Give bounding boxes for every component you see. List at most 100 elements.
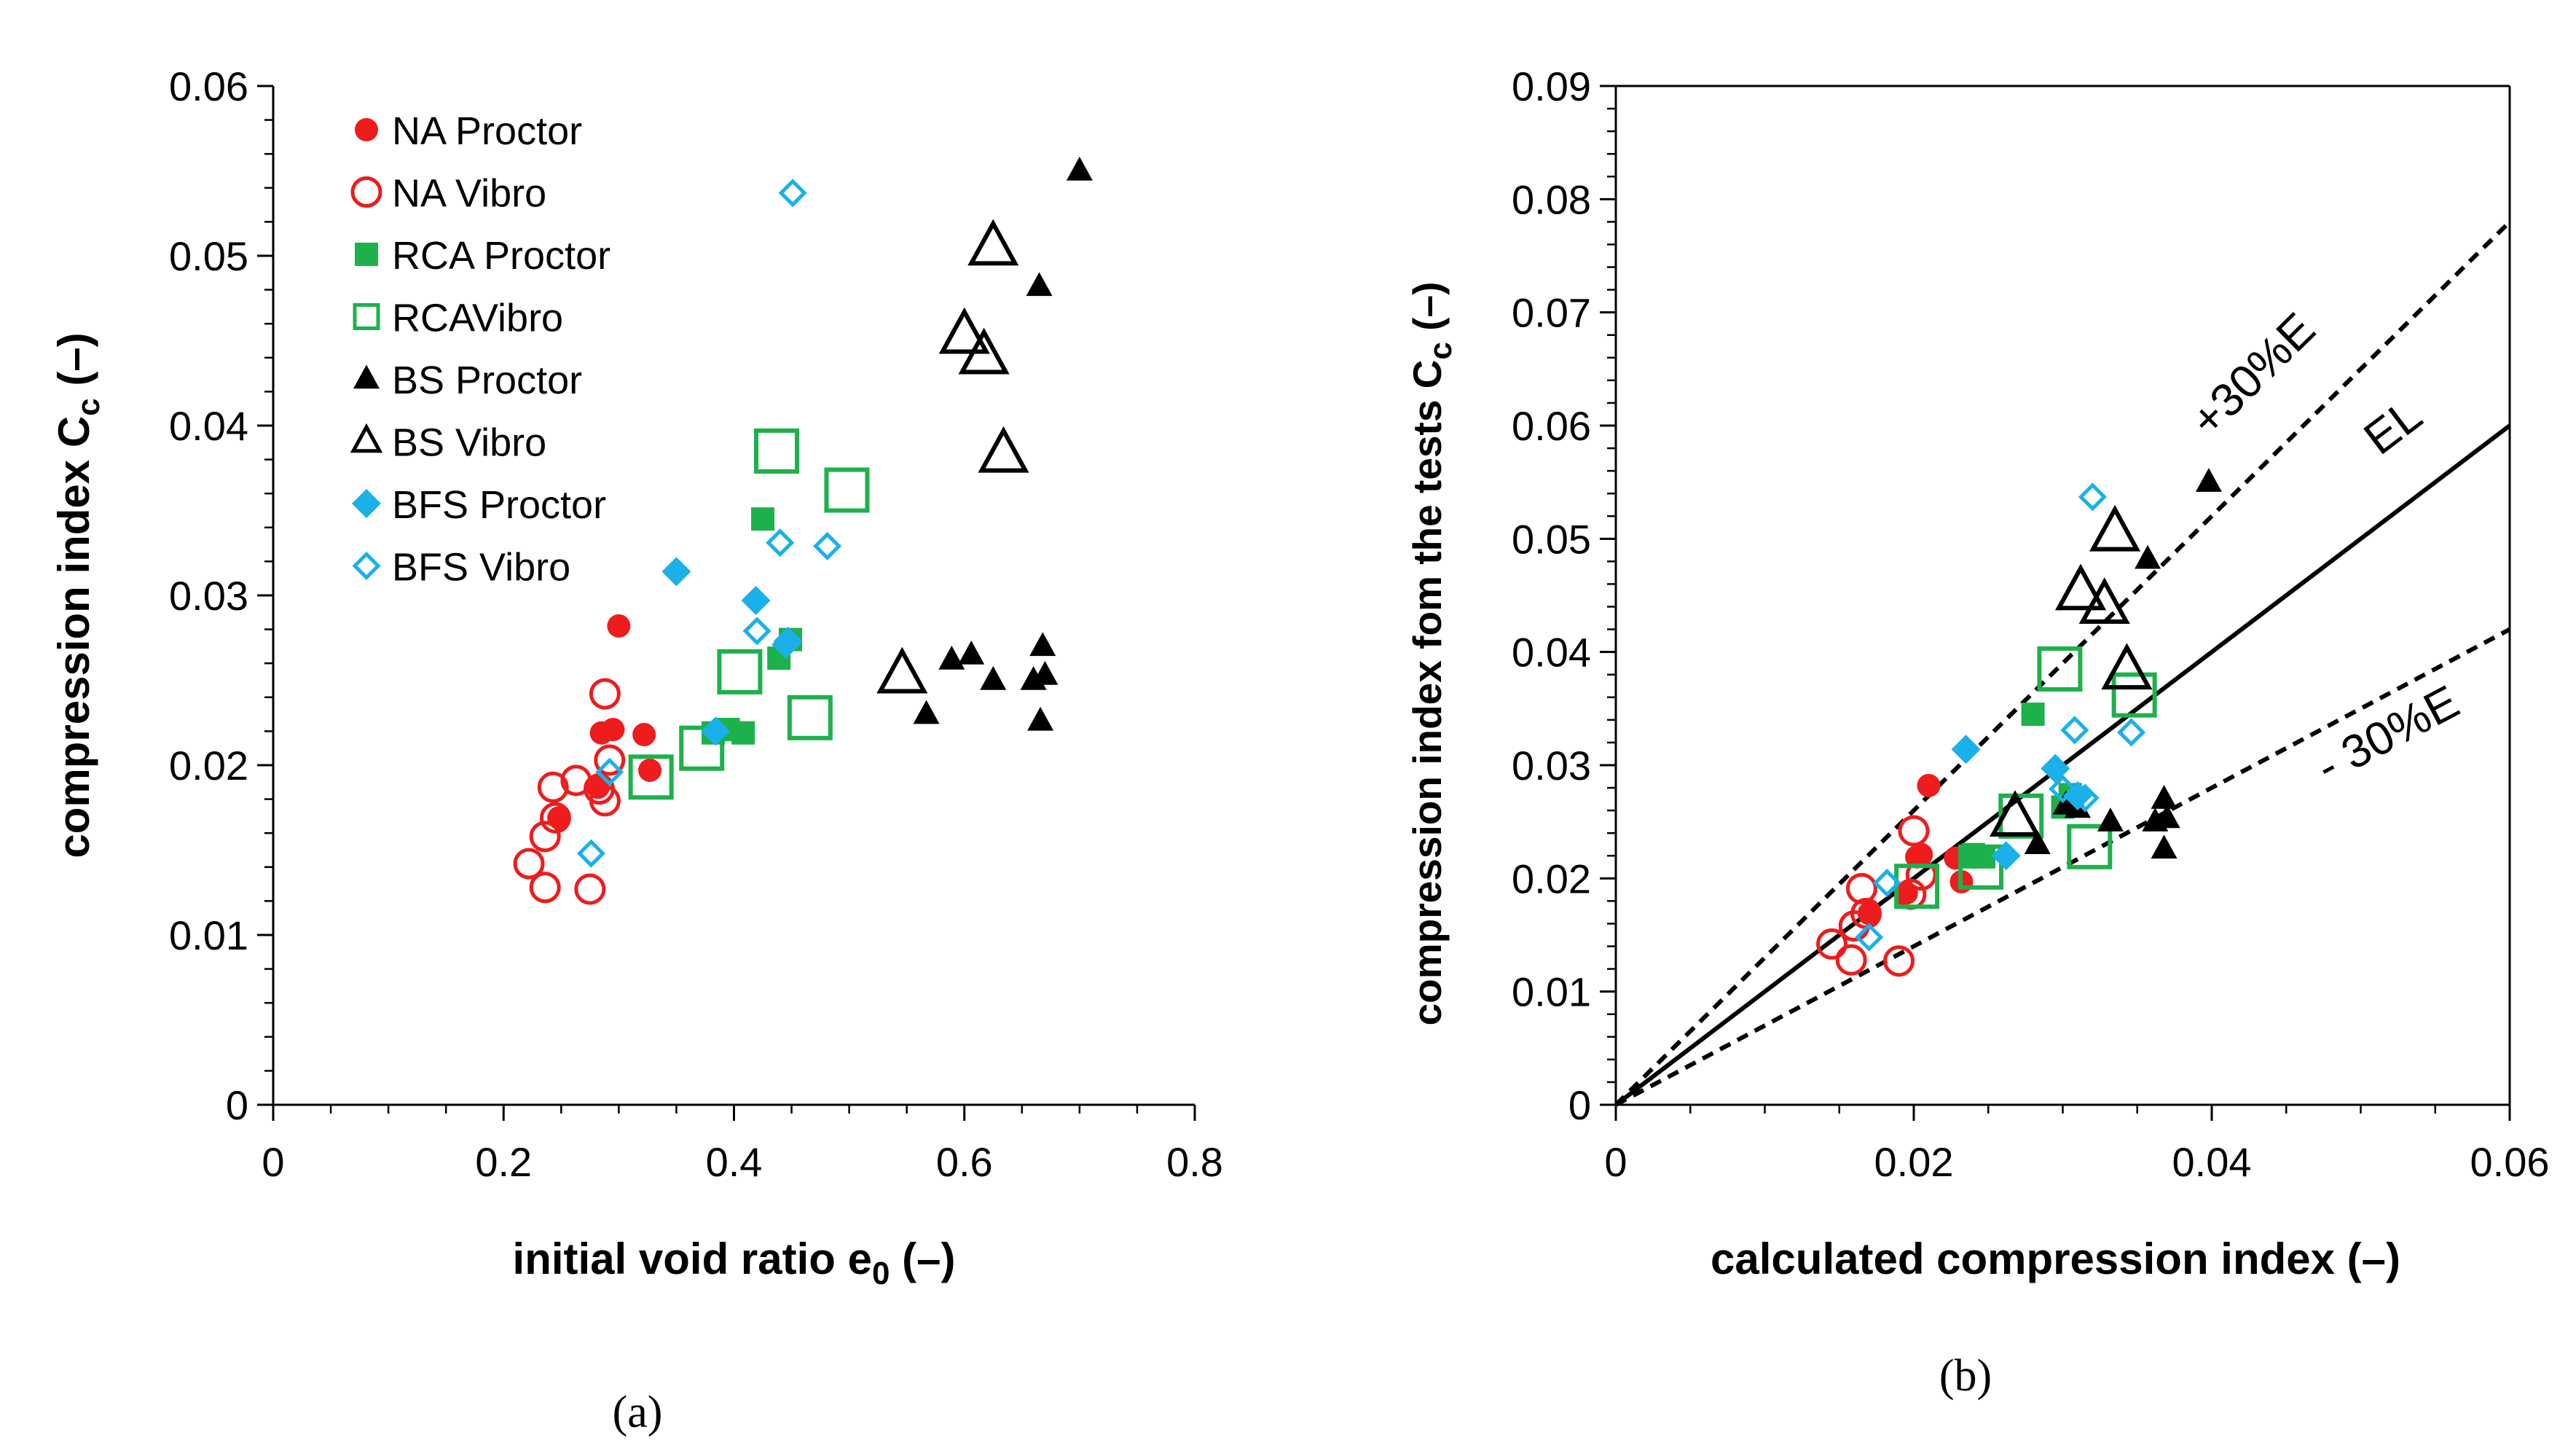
data-point: [876, 646, 928, 694]
data-point: [2195, 468, 2222, 492]
series-bs-vibro: [1989, 504, 2153, 837]
data-point: [778, 179, 807, 208]
series-bfs-proctor: [661, 557, 803, 746]
x-axis-label-text: calculated compression index (–): [1711, 1234, 2400, 1283]
data-point: [967, 219, 1019, 266]
y-tick-label: 0.06: [169, 63, 248, 109]
data-point: [1020, 665, 1047, 690]
data-point: [2037, 646, 2083, 692]
data-point: [1872, 869, 1901, 898]
data-point: [560, 764, 592, 797]
data-point: [1845, 872, 1877, 904]
data-point: [1917, 773, 1941, 797]
x-tick-label: 0.4: [706, 1139, 763, 1185]
data-point: [771, 630, 801, 660]
data-point: [958, 327, 1010, 375]
legend-label: BS Vibro: [392, 421, 546, 465]
data-point: [539, 802, 571, 834]
data-point: [679, 725, 725, 771]
data-point: [751, 507, 775, 531]
series-bfs-vibro: [1855, 482, 2146, 952]
legend-label: BS Proctor: [392, 359, 582, 402]
data-point: [2024, 830, 2051, 854]
data-point: [601, 718, 625, 742]
y-axis-label: compression index Cc (–): [50, 332, 106, 858]
series-bs-vibro: [876, 219, 1029, 694]
data-point: [574, 873, 606, 905]
x-tick-label: 0.2: [475, 1139, 532, 1185]
data-point: [980, 665, 1007, 690]
y-tick-label: 0.01: [169, 912, 248, 958]
x-tick-label: 0: [1604, 1139, 1627, 1185]
y-tick-label: 0.03: [1512, 743, 1591, 789]
y-tick-label: 0.04: [1512, 630, 1591, 676]
x-tick-label: 0: [262, 1139, 284, 1185]
y-axis-label-text: compression index fom the tests C: [1405, 360, 1450, 1026]
legend-label: RCA Proctor: [392, 234, 610, 278]
data-point: [576, 839, 605, 868]
data-point: [813, 531, 842, 560]
x-axis-label-suffix: (–): [890, 1234, 955, 1283]
chart-a: 0 0.01 0.02 0.03 0.04 0.05 0.06 0 0.2 0.4 0.6 0.8 NA…: [50, 63, 1223, 1437]
legend-marker: [355, 243, 378, 266]
legend-marker: [350, 423, 383, 453]
data-point: [742, 617, 771, 646]
data-point: [1066, 156, 1093, 181]
data-point: [1029, 632, 1056, 657]
data-point: [787, 694, 833, 740]
data-point: [958, 641, 985, 665]
data-point: [2078, 482, 2107, 512]
data-point: [595, 757, 624, 786]
data-point: [1027, 706, 1054, 731]
x-axis-label: calculated compression index (–): [1711, 1234, 2400, 1283]
data-point: [632, 723, 656, 747]
data-point: [2054, 563, 2107, 611]
panel-caption: (b): [1939, 1351, 1992, 1401]
data-point: [2070, 783, 2100, 813]
legend-marker: [350, 176, 382, 208]
y-axis-label-subscript: c: [71, 398, 106, 415]
data-point: [1991, 841, 2021, 871]
y-tick-label: 0.05: [169, 233, 248, 279]
y-axis-label-suffix: (–): [50, 332, 98, 398]
data-point: [701, 716, 731, 746]
data-point: [589, 785, 621, 817]
data-point: [1972, 845, 1996, 869]
data-point: [1898, 815, 1930, 847]
legend-label: NA Vibro: [392, 172, 546, 216]
data-point: [938, 307, 990, 354]
data-point: [1958, 844, 2004, 890]
y-tick-label: 0: [226, 1082, 248, 1128]
data-point: [2142, 807, 2169, 831]
x-tick-label: 0.06: [2470, 1139, 2550, 1185]
x-tick-label: 0.8: [1166, 1139, 1223, 1185]
data-point: [2111, 672, 2157, 718]
series-bs-proctor: [2024, 468, 2222, 859]
reference-line: [1614, 627, 2511, 1107]
data-point: [513, 848, 545, 880]
y-axis-label: compression index fom the tests Cc (–): [1405, 282, 1458, 1026]
data-point: [638, 758, 662, 782]
x-axis-label: initial void ratio e0 (–): [513, 1234, 956, 1291]
x-tick-label: 0.02: [1874, 1139, 1954, 1185]
x-tick-label: 0.6: [936, 1139, 993, 1185]
data-point: [1883, 945, 1915, 977]
data-point: [1989, 790, 2041, 837]
x-tick-label: 0.04: [2172, 1139, 2252, 1185]
data-point: [607, 614, 631, 638]
series-rcavibro: [1894, 646, 2157, 909]
data-point: [978, 426, 1029, 473]
data-point: [2067, 823, 2113, 869]
reference-line: [1614, 220, 2512, 1107]
y-axis-label-subscript: c: [1423, 342, 1458, 359]
data-point: [2151, 785, 2178, 809]
y-axis-label-suffix: (–): [1405, 282, 1450, 343]
data-point: [2060, 716, 2089, 745]
data-point: [661, 557, 691, 587]
data-point: [2048, 775, 2078, 804]
data-point: [2089, 504, 2141, 552]
reference-line-label: EL: [2355, 388, 2432, 465]
y-tick-label: 0.02: [169, 743, 248, 789]
data-point: [766, 528, 795, 557]
